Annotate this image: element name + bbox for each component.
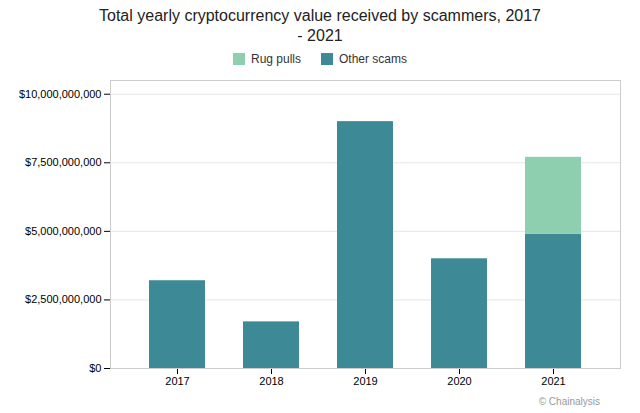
svg-text:2020: 2020: [447, 375, 471, 387]
svg-text:2019: 2019: [353, 375, 377, 387]
svg-text:$0: $0: [89, 362, 101, 374]
svg-text:2018: 2018: [259, 375, 283, 387]
svg-text:$10,000,000,000: $10,000,000,000: [19, 88, 102, 100]
html-text:Total yearly cryptocurrency va: Total yearly cryptocurrency value receiv…: [99, 7, 541, 44]
svg-text:$2,500,000,000: $2,500,000,000: [25, 293, 101, 305]
html-text:Other scams: Other scams: [339, 52, 407, 66]
svg-text:2017: 2017: [165, 375, 189, 387]
svg-text:2021: 2021: [541, 375, 565, 387]
svg-text:$5,000,000,000: $5,000,000,000: [25, 225, 101, 237]
svg-text:$7,500,000,000: $7,500,000,000: [25, 156, 101, 168]
html-text:© Chainalysis: © Chainalysis: [538, 396, 600, 407]
html-text:Rug pulls: Rug pulls: [251, 52, 301, 66]
